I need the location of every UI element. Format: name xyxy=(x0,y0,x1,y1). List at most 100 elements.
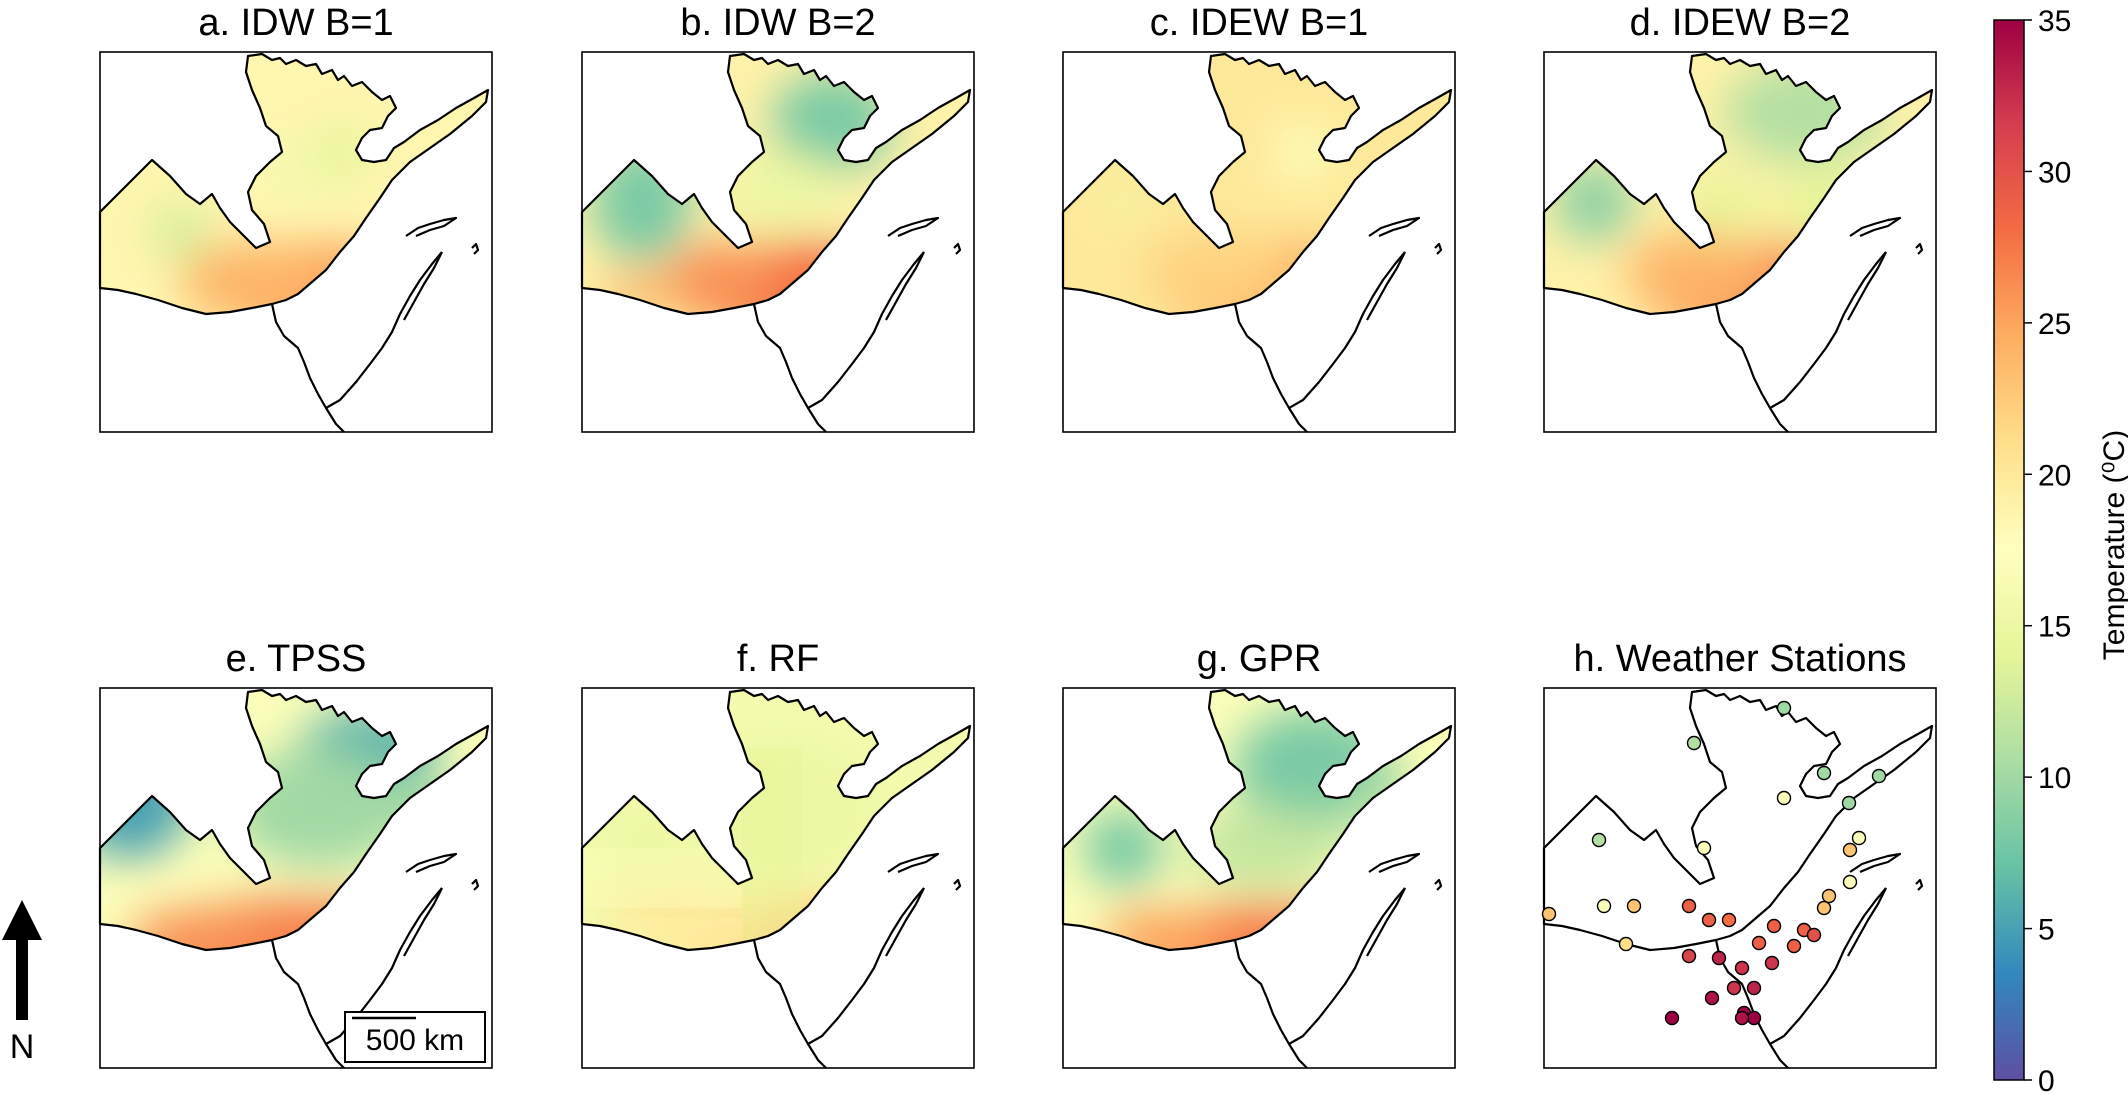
panel-frame xyxy=(1062,687,1456,1069)
panel-title: b. IDW B=2 xyxy=(680,2,876,44)
station-marker xyxy=(1766,918,1782,934)
temperature-blob xyxy=(1624,232,1764,312)
station-marker xyxy=(1734,960,1750,976)
coastline xyxy=(1769,887,1887,1045)
temperature-blob xyxy=(310,122,370,182)
panel-title: h. Weather Stations xyxy=(1573,638,1907,680)
coastline xyxy=(1915,242,1924,255)
colorbar-tick-label: 30 xyxy=(2038,156,2071,189)
coastline xyxy=(885,887,925,957)
station-marker xyxy=(1842,874,1858,890)
station-marker xyxy=(1686,735,1702,751)
colorbar-tick-label: 15 xyxy=(2038,611,2071,644)
station-marker xyxy=(1591,832,1607,848)
station-marker xyxy=(1701,912,1717,928)
station-marker xyxy=(1626,898,1642,914)
map-panel xyxy=(1541,687,1937,1069)
temperature-field xyxy=(1063,690,1451,950)
station-marker xyxy=(1751,935,1767,951)
temperature-blob xyxy=(602,888,762,948)
station-marker xyxy=(1721,912,1737,928)
region-outline xyxy=(580,688,972,952)
coastline xyxy=(1849,852,1902,874)
colorbar-frame xyxy=(1993,19,2025,1081)
coastline xyxy=(1288,887,1406,1045)
coastline xyxy=(471,878,480,891)
temperature-blob xyxy=(100,738,190,858)
map-panel xyxy=(1061,687,1456,1069)
region-outline xyxy=(1542,688,1934,952)
colorbar-tick-label: 0 xyxy=(2038,1065,2055,1095)
region-outline xyxy=(98,52,490,316)
coastline xyxy=(325,251,443,409)
coastline xyxy=(953,242,962,255)
temperature-blob xyxy=(180,242,320,314)
coastline xyxy=(403,251,443,321)
colorbar-tick-label: 10 xyxy=(2038,762,2071,795)
panel-frame xyxy=(1543,51,1937,433)
station-marker xyxy=(1618,936,1634,952)
station-marker xyxy=(1764,955,1780,971)
colorbar-tick-label: 35 xyxy=(2038,5,2071,38)
map-panel xyxy=(1061,51,1456,433)
coastline xyxy=(1368,852,1421,874)
temperature-blob xyxy=(1183,808,1343,888)
panel-frame xyxy=(581,51,975,433)
map-panel xyxy=(580,51,975,433)
coastline xyxy=(405,852,458,874)
panel-frame xyxy=(581,687,975,1069)
station-marker xyxy=(1696,840,1712,856)
station-marker xyxy=(1711,950,1727,966)
coastline xyxy=(885,251,925,321)
coastline xyxy=(953,878,962,891)
region-outline xyxy=(1061,688,1453,952)
coastline xyxy=(1366,887,1406,957)
coastline xyxy=(405,216,458,238)
coastline xyxy=(1366,251,1406,321)
coastline xyxy=(1849,216,1902,238)
temperature-blob xyxy=(1083,808,1163,888)
region-outline xyxy=(1542,52,1934,316)
colorbar-tick-label: 20 xyxy=(2038,459,2071,492)
station-marker xyxy=(1681,948,1697,964)
region-outline xyxy=(1061,52,1453,316)
region-outline xyxy=(98,688,490,952)
panel-frame xyxy=(99,687,493,1069)
station-marker xyxy=(1816,765,1832,781)
map-panel xyxy=(580,687,975,1069)
station-marker xyxy=(1704,990,1720,1006)
station-marker xyxy=(1776,700,1792,716)
temperature-blob xyxy=(1103,908,1223,950)
panel-frame xyxy=(99,51,493,433)
north-label: N xyxy=(10,1028,35,1066)
station-marker xyxy=(1734,1010,1750,1026)
coastline xyxy=(887,852,940,874)
map-panel xyxy=(1542,51,1937,433)
temperature-blob xyxy=(722,152,842,232)
colorbar-label: Temperature (⁰C) xyxy=(2098,430,2128,660)
panel-title: e. TPSS xyxy=(225,638,367,680)
coastline xyxy=(1368,216,1421,238)
scale-bar-label: 500 km xyxy=(366,1024,464,1057)
coastline xyxy=(270,303,345,433)
colorbar-tick-label: 5 xyxy=(2038,914,2055,947)
scale-bar-box xyxy=(344,1011,486,1063)
temperature-field xyxy=(1544,54,1932,314)
temperature-blob xyxy=(150,202,210,262)
temperature-blob xyxy=(1554,162,1634,242)
station-marker xyxy=(1596,898,1612,914)
station-marker xyxy=(1541,906,1557,922)
station-marker xyxy=(1871,768,1887,784)
panel-frame xyxy=(1543,687,1937,1069)
coastline xyxy=(471,242,480,255)
coastline xyxy=(270,939,345,1069)
station-marker xyxy=(1816,900,1832,916)
temperature-blob xyxy=(1273,122,1333,182)
coastline xyxy=(1714,939,1789,1069)
coastline xyxy=(1769,251,1887,409)
temperature-field xyxy=(582,54,970,314)
region-outline xyxy=(580,52,972,316)
station-marker xyxy=(1806,927,1822,943)
coastline xyxy=(1233,939,1308,1069)
panel-title: g. GPR xyxy=(1196,638,1322,680)
